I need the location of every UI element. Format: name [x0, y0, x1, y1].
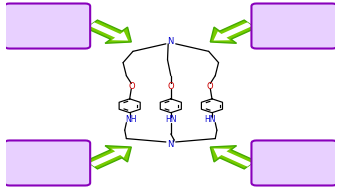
Text: Fluorescence
signalling: Fluorescence signalling	[11, 152, 84, 174]
Text: O: O	[207, 82, 214, 91]
FancyArrow shape	[89, 22, 128, 41]
FancyArrow shape	[213, 148, 252, 167]
Text: O: O	[128, 82, 134, 91]
Text: O: O	[167, 82, 174, 91]
FancyArrow shape	[86, 20, 131, 43]
FancyBboxPatch shape	[251, 140, 337, 185]
FancyArrow shape	[210, 20, 255, 43]
FancyArrow shape	[213, 22, 252, 41]
Text: HN: HN	[205, 115, 216, 124]
Text: Optical
nonlinearity: Optical nonlinearity	[261, 152, 328, 174]
FancyBboxPatch shape	[5, 4, 90, 49]
Text: Catalysis: Catalysis	[269, 21, 319, 31]
Text: Metal binding: Metal binding	[9, 21, 86, 31]
Text: N: N	[167, 36, 174, 46]
FancyBboxPatch shape	[5, 140, 90, 185]
Text: HN: HN	[165, 115, 177, 124]
Text: N: N	[167, 140, 174, 149]
FancyArrow shape	[210, 146, 255, 169]
FancyArrow shape	[86, 146, 131, 169]
FancyBboxPatch shape	[251, 4, 337, 49]
Text: NH: NH	[126, 115, 137, 124]
FancyArrow shape	[89, 148, 128, 167]
